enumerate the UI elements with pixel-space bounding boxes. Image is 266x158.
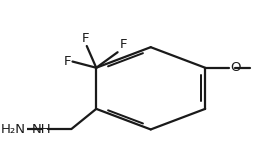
Text: F: F [82, 32, 89, 45]
Text: NH: NH [32, 123, 51, 136]
Text: F: F [120, 38, 127, 52]
Text: H₂N: H₂N [1, 123, 26, 136]
Text: O: O [230, 61, 240, 74]
Text: F: F [64, 55, 71, 68]
